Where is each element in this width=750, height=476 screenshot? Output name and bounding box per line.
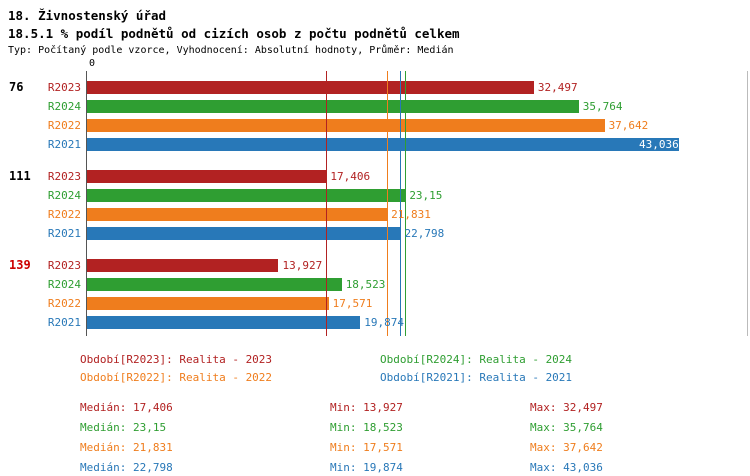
series-label: R2022 <box>47 119 81 132</box>
bar-group: 139 R2023 13,927 R2024 18,523 R2022 17,571 R202… <box>9 256 747 332</box>
stat-max-r2022: Max: 37,642 <box>530 441 603 454</box>
series-label: R2023 <box>47 259 81 272</box>
page-title: 18. Živnostenský úřad <box>8 8 167 23</box>
bar-value: 21,831 <box>391 208 431 221</box>
bar-row: R2022 37,642 <box>48 116 747 135</box>
series-label: R2021 <box>47 138 81 151</box>
bar-value: 13,927 <box>282 259 323 272</box>
legend-item-r2021: Období[R2021]: Realita - 2021 <box>380 371 573 384</box>
bar-value: 32,497 <box>537 81 578 94</box>
stat-median-r2024: Medián: 23,15 <box>80 421 167 434</box>
bar-value: 23,15 <box>409 189 443 202</box>
series-label: R2022 <box>47 208 81 221</box>
bar-row: R2022 21,831 <box>48 205 747 224</box>
bar-r2021 <box>87 316 361 329</box>
bar-r2024 <box>87 278 342 291</box>
report-header: 18. Živnostenský úřad 18.5.1 % podíl pod… <box>0 0 750 58</box>
bar-r2022 <box>87 208 388 221</box>
bar-r2024 <box>87 100 579 113</box>
legend-item-r2022: Období[R2022]: Realita - 2022 <box>80 371 273 384</box>
plot-area: 0 76 R2023 32,497 R2024 35,764 R2022 37,642 R20… <box>9 58 748 336</box>
legend-item-r2023: Období[R2023]: Realita - 2023 <box>80 353 273 366</box>
bar-row: R2024 35,764 <box>48 97 747 116</box>
median-line-r2023 <box>326 71 328 336</box>
series-label: R2024 <box>47 189 81 202</box>
bar-row: R2021 19,874 <box>48 313 747 332</box>
series-label: R2021 <box>47 227 81 240</box>
bar-chart: 0 76 R2023 32,497 R2024 35,764 R2022 37,642 R20… <box>0 58 750 336</box>
bar-group: 76 R2023 32,497 R2024 35,764 R2022 37,642 R2021… <box>9 78 747 154</box>
bar-value: 22,798 <box>404 227 445 240</box>
chart-subtitle: 18.5.1 % podíl podnětů od cizích osob z … <box>8 26 460 41</box>
stat-max-r2021: Max: 43,036 <box>530 461 603 474</box>
stats-table: Medián: 17,406 Min: 13,927 Max: 32,497 M… <box>80 400 750 476</box>
stat-min-r2024: Min: 18,523 <box>330 421 403 434</box>
bar-value: 37,642 <box>608 119 649 132</box>
axis-origin-label: 0 <box>89 58 96 69</box>
series-label: R2023 <box>47 81 81 94</box>
bar-group: 111 R2023 17,406 R2024 23,15 R2022 21,831 R2021… <box>9 167 747 243</box>
bar-r2023 <box>87 81 534 94</box>
stat-median-r2022: Medián: 21,831 <box>80 441 173 454</box>
series-label: R2023 <box>47 170 81 183</box>
series-label: R2024 <box>47 278 81 291</box>
bar-row: R2021 22,798 <box>48 224 747 243</box>
median-line-r2024 <box>405 71 407 336</box>
bar-value: 35,764 <box>582 100 623 113</box>
bar-value: 43,036 <box>638 138 679 151</box>
stat-min-r2022: Min: 17,571 <box>330 441 403 454</box>
group-label: 111 <box>9 169 31 183</box>
median-line-r2022 <box>387 71 389 336</box>
bar-value: 17,571 <box>332 297 373 310</box>
bar-row: R2022 17,571 <box>48 294 747 313</box>
bar-row: R2023 32,497 <box>48 78 747 97</box>
bar-row: R2021 43,036 <box>48 135 747 154</box>
series-label: R2021 <box>47 316 81 329</box>
bar-r2021 <box>87 138 679 151</box>
bar-row: R2024 18,523 <box>48 275 747 294</box>
legend-item-r2024: Období[R2024]: Realita - 2024 <box>380 353 573 366</box>
bar-row: R2023 13,927 <box>48 256 747 275</box>
bar-r2023 <box>87 170 327 183</box>
bar-r2021 <box>87 227 401 240</box>
stat-min-r2021: Min: 19,874 <box>330 461 403 474</box>
bar-row: R2024 23,15 <box>48 186 747 205</box>
legend: Období[R2023]: Realita - 2023 Období[R20… <box>80 352 750 386</box>
group-label: 139 <box>9 258 31 272</box>
bar-row: R2023 17,406 <box>48 167 747 186</box>
median-line-r2021 <box>400 71 402 336</box>
bar-r2022 <box>87 297 329 310</box>
group-label: 76 <box>9 80 24 94</box>
bar-value: 17,406 <box>330 170 371 183</box>
bar-value: 18,523 <box>345 278 386 291</box>
bar-r2022 <box>87 119 605 132</box>
series-label: R2022 <box>47 297 81 310</box>
bar-r2024 <box>87 189 406 202</box>
series-label: R2024 <box>47 100 81 113</box>
chart-meta: Typ: Počítaný podle vzorce, Vyhodnocení:… <box>8 45 454 56</box>
stat-max-r2024: Max: 35,764 <box>530 421 603 434</box>
bar-r2023 <box>87 259 279 272</box>
stat-median-r2021: Medián: 22,798 <box>80 461 173 474</box>
stat-min-r2023: Min: 13,927 <box>330 401 403 414</box>
stat-median-r2023: Medián: 17,406 <box>80 401 173 414</box>
stat-max-r2023: Max: 32,497 <box>530 401 603 414</box>
bar-value: 19,874 <box>364 316 405 329</box>
